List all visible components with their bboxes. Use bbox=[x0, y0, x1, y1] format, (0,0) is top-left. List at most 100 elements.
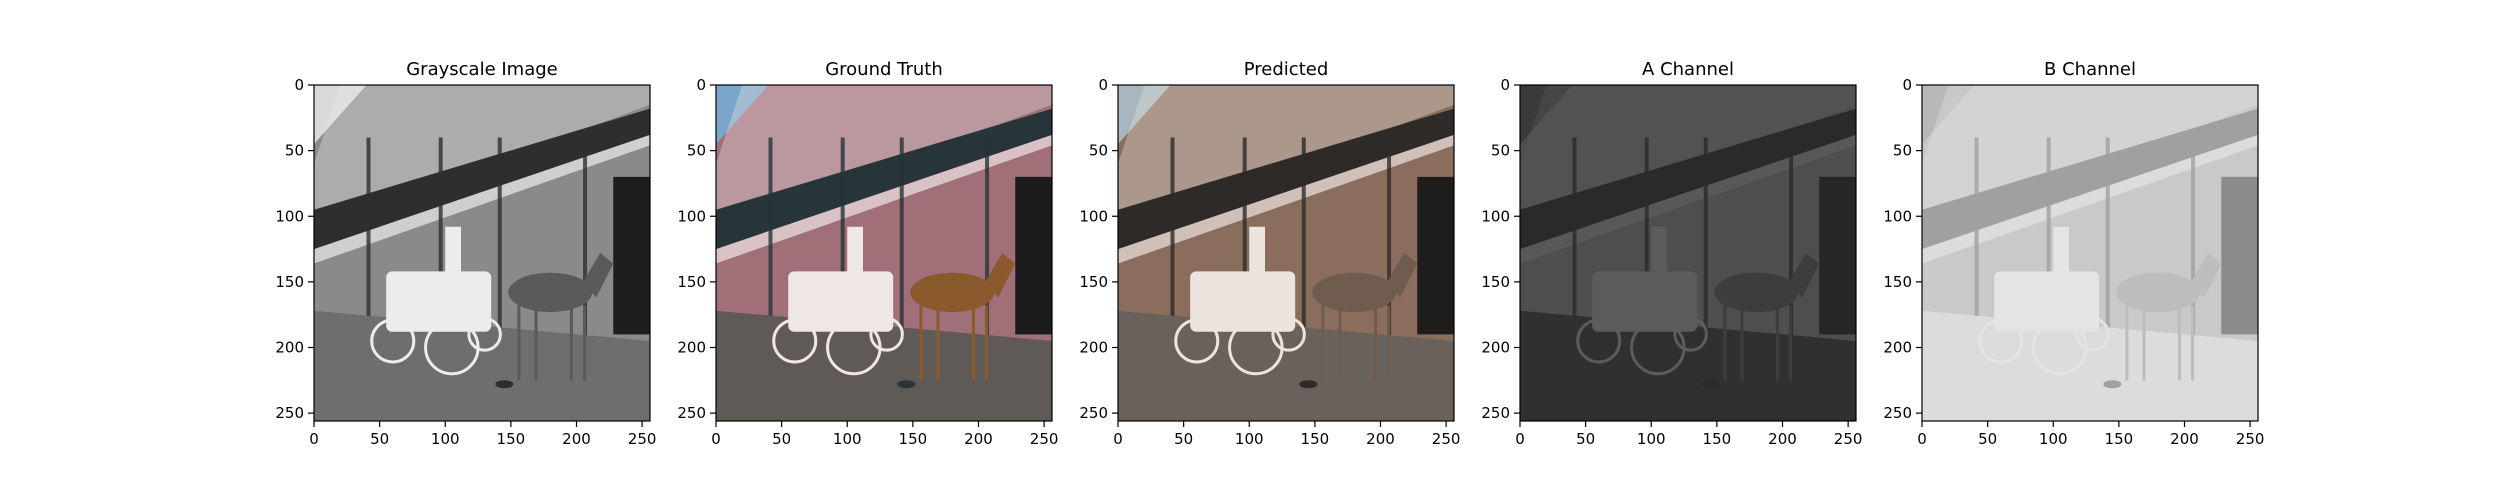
image-manhole bbox=[897, 380, 916, 389]
image-horse bbox=[910, 272, 995, 313]
y-tick-label: 0 bbox=[1500, 76, 1510, 94]
y-tick-label: 200 bbox=[1883, 339, 1912, 357]
image-balcony bbox=[1520, 108, 1856, 250]
x-tick-label: 0 bbox=[1515, 430, 1525, 448]
image-horse-leg bbox=[1775, 305, 1779, 381]
image-driver bbox=[1651, 226, 1667, 276]
y-tick-label: 0 bbox=[1098, 76, 1108, 94]
image-wheel bbox=[1271, 317, 1306, 352]
image-carriage bbox=[1994, 271, 2100, 332]
x-tick-label: 200 bbox=[562, 430, 591, 448]
y-tick-label: 250 bbox=[1883, 404, 1912, 422]
image-column bbox=[2046, 137, 2051, 373]
image-doorway bbox=[613, 176, 650, 335]
image-horse-leg bbox=[1338, 305, 1342, 381]
image-gallery-roof bbox=[314, 134, 650, 264]
image-manhole bbox=[495, 380, 514, 389]
y-tick-label: 150 bbox=[677, 273, 706, 291]
image-wheel bbox=[1174, 318, 1220, 364]
image-manhole bbox=[1701, 380, 1720, 389]
x-tick-label: 200 bbox=[1366, 430, 1395, 448]
image-balcony bbox=[716, 108, 1052, 250]
y-tick-label: 150 bbox=[1481, 273, 1510, 291]
x-tick-label: 100 bbox=[833, 430, 862, 448]
y-tick-label: 0 bbox=[294, 76, 304, 94]
x-tick-label: 0 bbox=[1917, 430, 1927, 448]
image-wheel bbox=[1978, 318, 2024, 364]
y-tick-label: 100 bbox=[677, 207, 706, 225]
image-column bbox=[497, 137, 502, 373]
x-tick-label: 200 bbox=[2170, 430, 2199, 448]
image-wheel bbox=[772, 318, 818, 364]
x-tick-label: 250 bbox=[2236, 430, 2265, 448]
image-carriage bbox=[1592, 271, 1698, 332]
x-tick-label: 100 bbox=[431, 430, 460, 448]
x-tick-label: 0 bbox=[1113, 430, 1123, 448]
x-tick-label: 250 bbox=[1432, 430, 1461, 448]
x-tick-label: 150 bbox=[1703, 430, 1732, 448]
image-sky bbox=[716, 85, 769, 145]
y-tick-label: 250 bbox=[1079, 404, 1108, 422]
panel-1: Grayscale Image 0 50 100 150 200 250 0 50 100 150 2… bbox=[275, 59, 656, 448]
image-balcony bbox=[1118, 108, 1454, 250]
image-horse-head bbox=[985, 253, 1016, 298]
image-carriage bbox=[386, 271, 492, 332]
image-horse bbox=[2116, 272, 2201, 313]
image-column bbox=[768, 137, 773, 373]
y-tick-label: 50 bbox=[1893, 142, 1912, 160]
image-gallery-roof bbox=[1520, 134, 1856, 264]
x-tick-label: 100 bbox=[1637, 430, 1666, 448]
image-gallery-roof bbox=[1922, 134, 2258, 264]
image-horse-leg bbox=[985, 305, 989, 381]
image-column bbox=[1789, 137, 1794, 373]
y-tick-label: 200 bbox=[275, 339, 304, 357]
image-horse-leg bbox=[1387, 305, 1391, 381]
image-sky bbox=[314, 85, 367, 145]
image-column bbox=[1301, 137, 1306, 373]
image-horse bbox=[1312, 272, 1397, 313]
panel-title: A Channel bbox=[1642, 59, 1734, 80]
image-horse-leg bbox=[569, 305, 573, 381]
image-column bbox=[366, 137, 371, 373]
panel-title: Grayscale Image bbox=[406, 59, 558, 80]
image-horse-leg bbox=[971, 305, 975, 381]
image-driver bbox=[1249, 226, 1265, 276]
y-tick-label: 250 bbox=[677, 404, 706, 422]
panel-5: B Channel 0 50 100 150 200 250 0 50 100 150 200 250 bbox=[1883, 59, 2264, 448]
image-doorway bbox=[1015, 176, 1052, 335]
image-horse-leg bbox=[2125, 305, 2129, 381]
x-tick-label: 250 bbox=[628, 430, 657, 448]
panel-2: Ground Truth 0 50 100 150 200 250 0 50 100 150 200 2… bbox=[677, 59, 1058, 448]
image-wheel bbox=[1673, 317, 1708, 352]
image-wheel bbox=[370, 318, 416, 364]
panel-image bbox=[1118, 85, 1454, 421]
x-tick-label: 250 bbox=[1834, 430, 1863, 448]
panel-title: Ground Truth bbox=[825, 59, 943, 80]
panel-image bbox=[1520, 85, 1856, 421]
image-gallery-roof bbox=[716, 134, 1052, 264]
image-balcony bbox=[314, 108, 650, 250]
y-tick-label: 250 bbox=[275, 404, 304, 422]
image-manhole bbox=[1299, 380, 1318, 389]
panel-4: A Channel 0 50 100 150 200 250 0 50 100 150 200 250 bbox=[1481, 59, 1862, 448]
image-column bbox=[1974, 137, 1979, 373]
panel-image bbox=[1922, 85, 2258, 421]
image-carriage bbox=[1190, 271, 1296, 332]
x-tick-label: 150 bbox=[899, 430, 928, 448]
x-tick-label: 200 bbox=[1768, 430, 1797, 448]
y-tick-label: 50 bbox=[687, 142, 706, 160]
image-column bbox=[1387, 137, 1392, 373]
panel-title: Predicted bbox=[1244, 59, 1329, 80]
image-sky bbox=[1118, 85, 1171, 145]
axes-frame bbox=[1921, 84, 2259, 422]
y-tick-label: 100 bbox=[275, 207, 304, 225]
x-tick-label: 50 bbox=[1978, 430, 1997, 448]
image-horse-head bbox=[1387, 253, 1418, 298]
y-tick-label: 100 bbox=[1079, 207, 1108, 225]
y-tick-label: 150 bbox=[1883, 273, 1912, 291]
y-tick-label: 200 bbox=[1079, 339, 1108, 357]
image-column bbox=[899, 137, 904, 373]
image-street bbox=[1922, 310, 2258, 421]
image-gallery-roof bbox=[1118, 134, 1454, 264]
image-column bbox=[2191, 137, 2196, 373]
